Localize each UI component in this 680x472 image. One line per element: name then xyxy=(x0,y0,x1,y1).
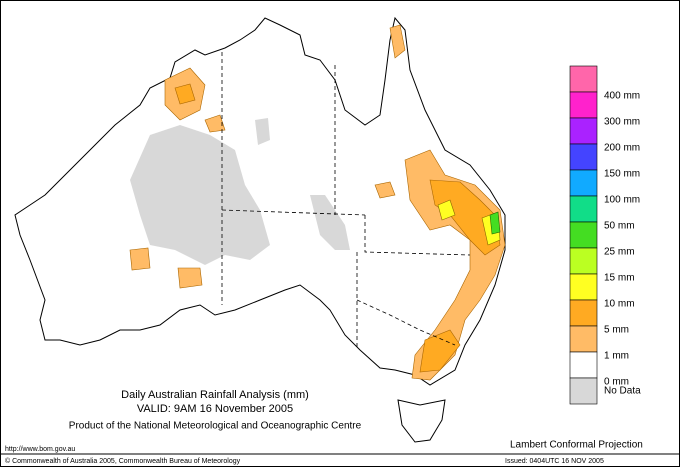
legend-swatch xyxy=(569,273,598,301)
legend-swatch xyxy=(569,91,598,119)
legend-swatch xyxy=(569,195,598,223)
legend-label: No Data xyxy=(604,386,641,397)
legend-label: 25 mm xyxy=(604,247,635,258)
projection: Lambert Conformal Projection xyxy=(510,440,643,451)
legend-label: 200 mm xyxy=(604,143,640,154)
legend-label: 400 mm xyxy=(604,91,640,102)
legend-swatch xyxy=(569,65,598,93)
state-borders xyxy=(221,52,471,350)
map xyxy=(14,16,506,443)
legend-swatch xyxy=(569,247,598,275)
copyright: © Commonwealth of Australia 2005, Common… xyxy=(5,457,241,465)
legend-label: 0 mm xyxy=(604,377,629,388)
valid-time: VALID: 9AM 16 November 2005 xyxy=(137,403,293,415)
legend-swatch xyxy=(569,117,598,145)
legend-swatch xyxy=(569,377,598,405)
legend-label: 50 mm xyxy=(604,221,635,232)
legend-swatch xyxy=(569,351,598,379)
legend-label: 1 mm xyxy=(604,351,629,362)
legend: 400 mm 300 mm 200 mm 150 mm 100 mm 50 mm 25 mm… xyxy=(569,65,641,405)
no-data-areas xyxy=(130,118,350,265)
legend-swatch xyxy=(569,143,598,171)
rain-25mm xyxy=(489,211,501,235)
issued: Issued: 0404UTC 16 NOV 2005 xyxy=(505,458,604,465)
product: Product of the National Meteorological a… xyxy=(69,421,362,432)
rain-5mm xyxy=(174,83,501,373)
legend-label: 5 mm xyxy=(604,325,629,336)
legend-label: 300 mm xyxy=(604,117,640,128)
mainland xyxy=(14,16,506,386)
tasmania xyxy=(397,399,446,443)
title: Daily Australian Rainfall Analysis (mm) xyxy=(121,389,309,401)
legend-label: 150 mm xyxy=(604,169,640,180)
legend-swatch xyxy=(569,325,598,353)
legend-swatch xyxy=(569,299,598,327)
legend-swatch xyxy=(569,221,598,249)
legend-label: 15 mm xyxy=(604,273,635,284)
legend-label: 10 mm xyxy=(604,299,635,310)
legend-label: 100 mm xyxy=(604,195,640,206)
legend-swatch xyxy=(569,169,598,197)
url: http://www.bom.gov.au xyxy=(5,446,75,453)
